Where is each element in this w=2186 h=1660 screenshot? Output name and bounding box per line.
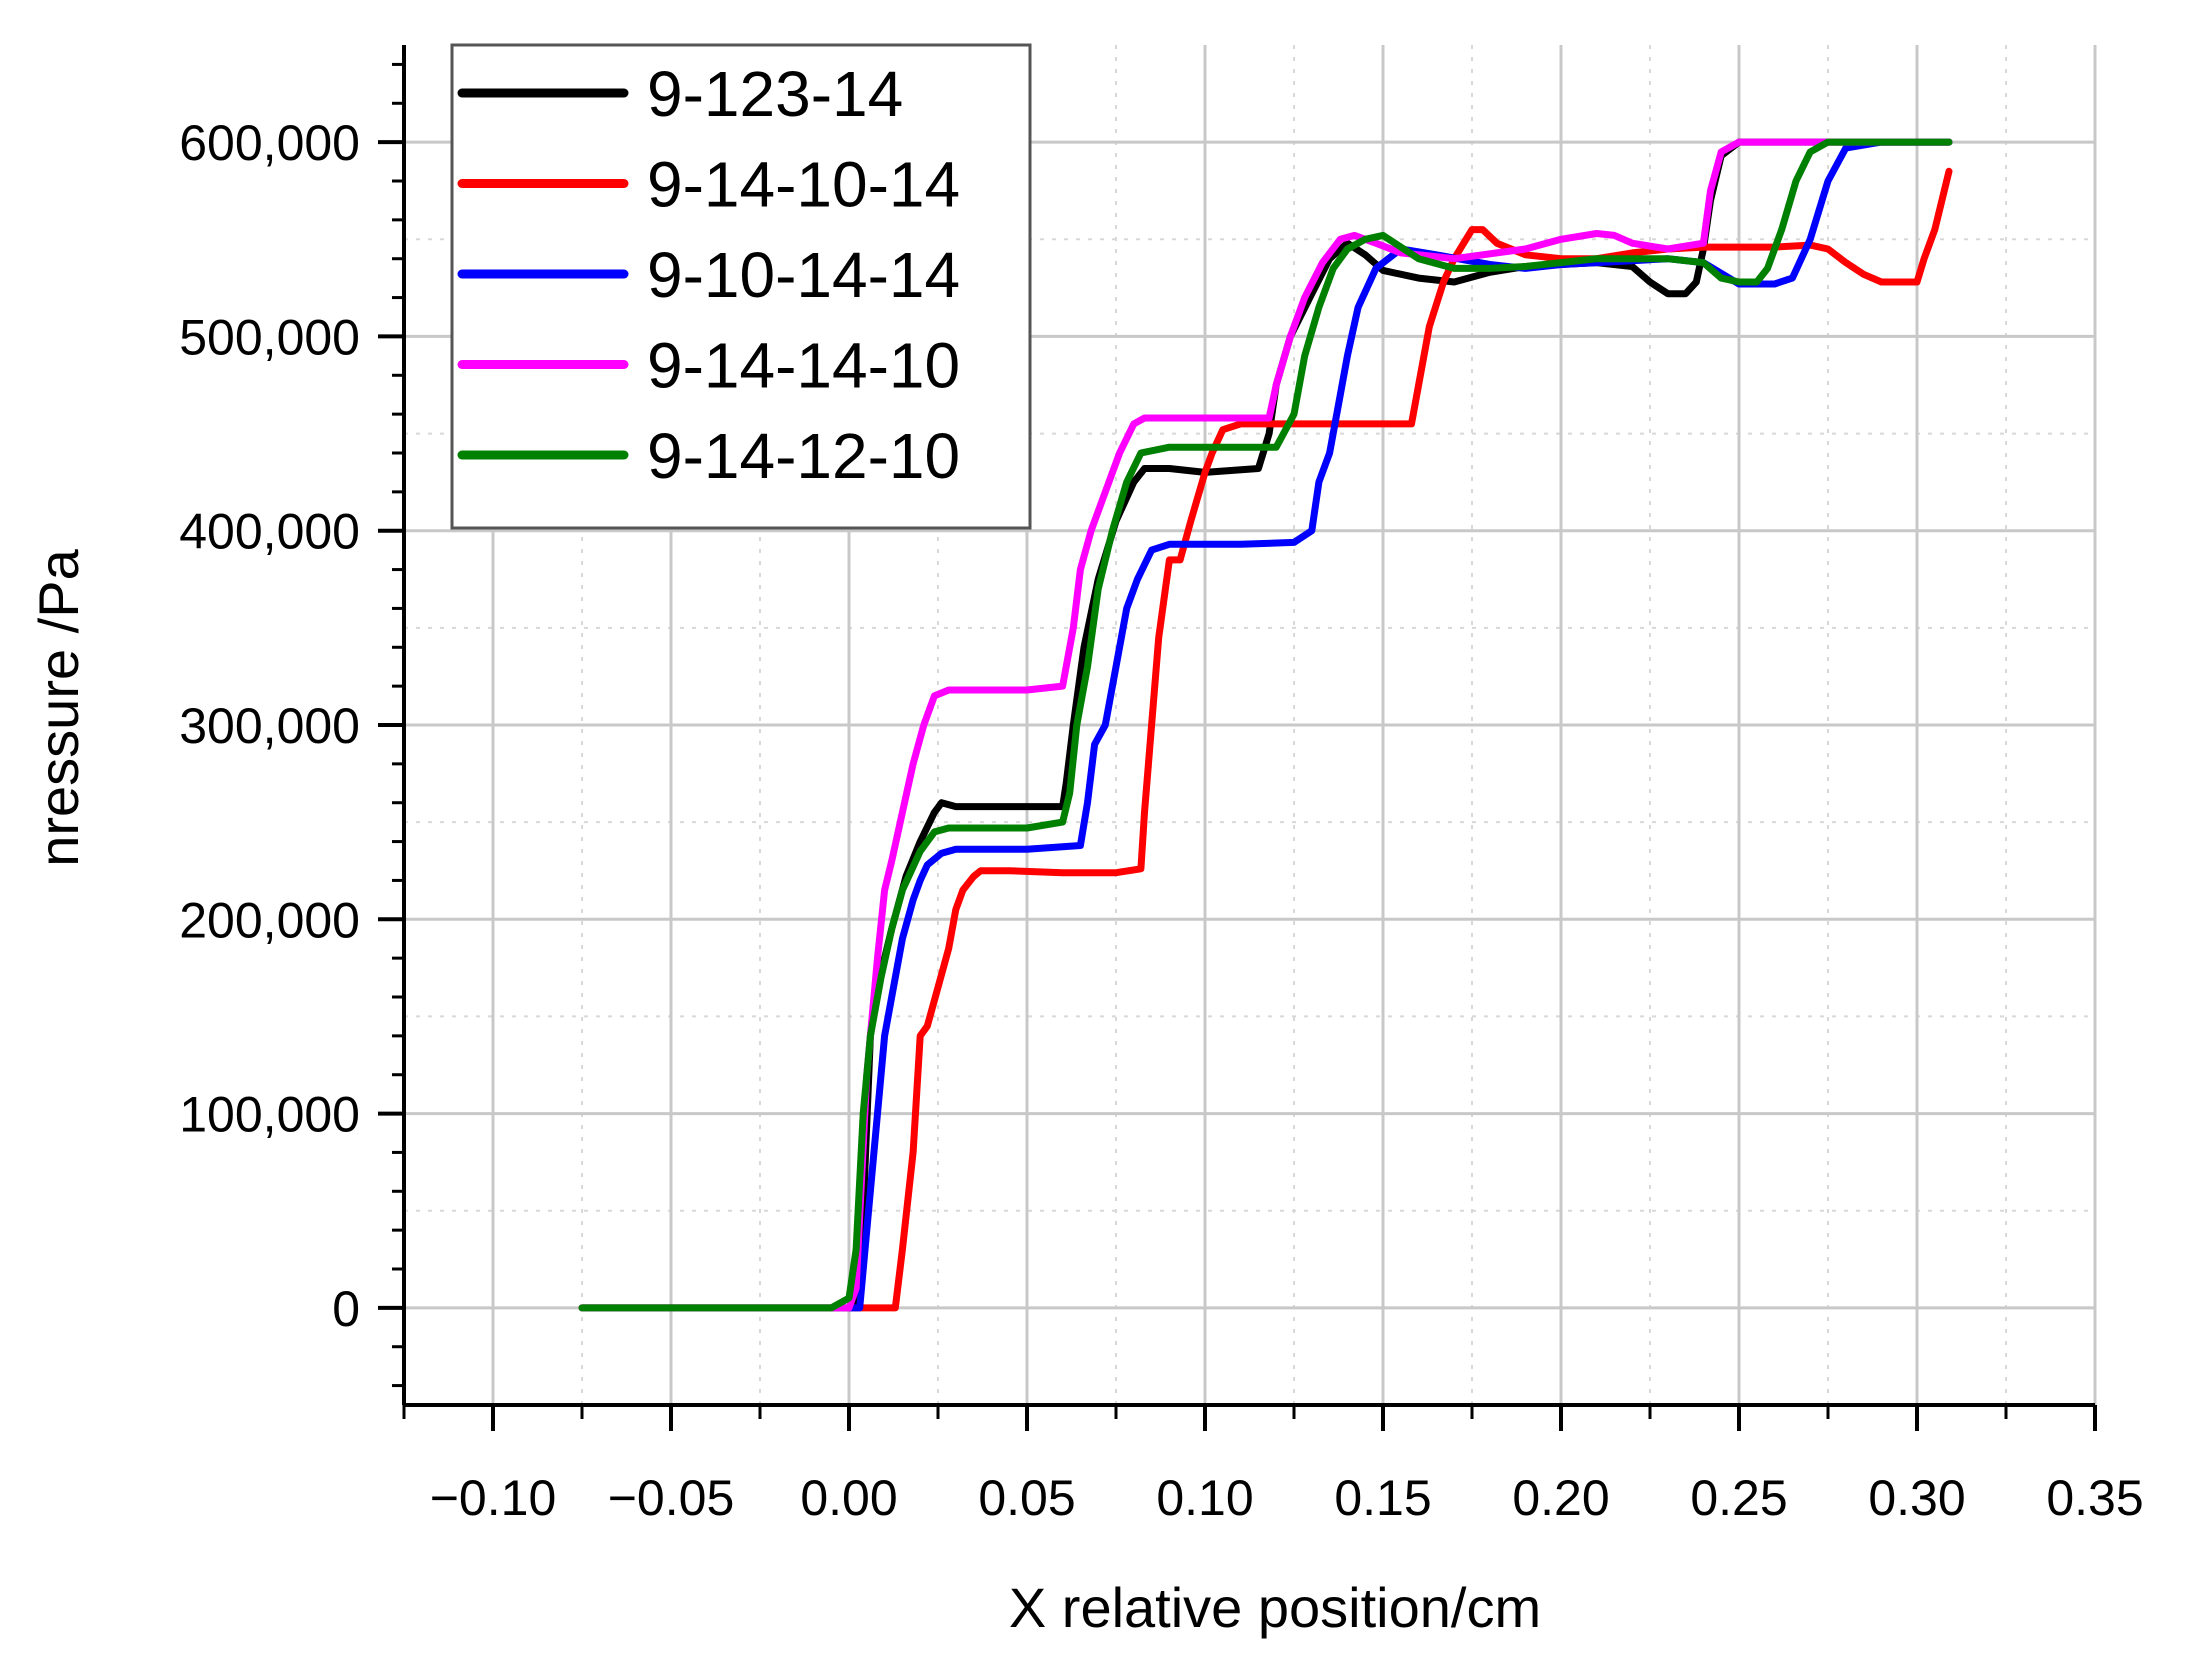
x-tick-label: −0.10: [430, 1470, 557, 1526]
y-tick-label: 0: [332, 1281, 360, 1337]
y-tick-label: 500,000: [179, 309, 360, 365]
x-tick-label: 0.15: [1334, 1470, 1431, 1526]
legend-box: [450, 43, 1032, 530]
y-axis-title: nressure /Pa: [27, 548, 90, 866]
y-tick-label: 100,000: [179, 1087, 360, 1143]
legend-label: 9-123-14: [647, 58, 903, 130]
legend-label: 9-14-12-10: [647, 420, 960, 492]
x-axis-title: X relative position/cm: [1009, 1576, 1541, 1639]
y-tick-label: 200,000: [179, 892, 360, 948]
x-tick-label: 0.10: [1156, 1470, 1253, 1526]
x-tick-label: 0.30: [1868, 1470, 1965, 1526]
x-tick-label: 0.05: [978, 1470, 1075, 1526]
y-tick-label: 300,000: [179, 698, 360, 754]
legend-label: 9-10-14-14: [647, 239, 960, 311]
x-tick-label: −0.05: [608, 1470, 735, 1526]
legend-label: 9-14-14-10: [647, 330, 960, 402]
legend-label: 9-14-10-14: [647, 149, 960, 221]
axes: −0.10 −0.05 0.00 0.05 0.10 0.15 0.20 0.25 0.30 0.…: [179, 45, 2144, 1526]
legend: 9-123-14 9-14-10-14 9-10-14-14 9-14-14-10 9-…: [450, 43, 1032, 530]
series-line-9-14-12-10: [578, 138, 1953, 1312]
x-tick-label: 0.20: [1512, 1470, 1609, 1526]
series-lines: [578, 138, 1953, 1312]
y-tick-label: 400,000: [179, 504, 360, 560]
x-tick-label: 0.00: [800, 1470, 897, 1526]
series-line-9-14-14-10: [578, 138, 1953, 1312]
x-tick-label: 0.35: [2046, 1470, 2143, 1526]
x-tick-label: 0.25: [1690, 1470, 1787, 1526]
y-tick-label: 600,000: [179, 115, 360, 171]
